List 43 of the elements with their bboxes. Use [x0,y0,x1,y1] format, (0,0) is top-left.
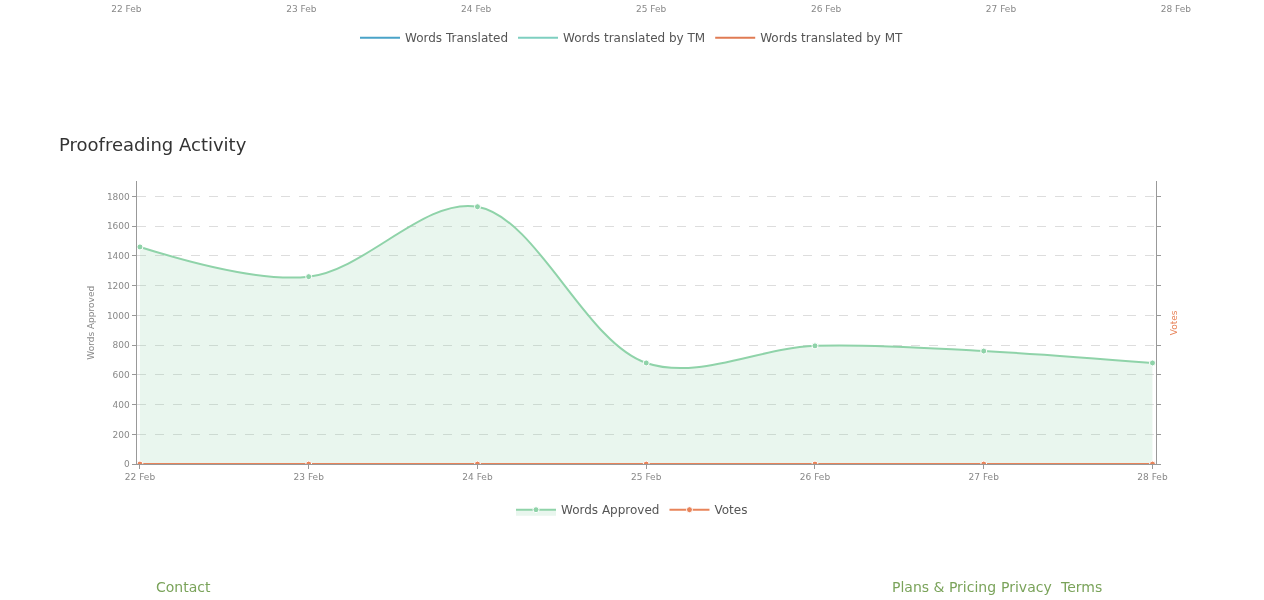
category-label: 24 Feb [461,3,492,14]
point [1148,359,1156,367]
category-label: 26 Feb [810,3,842,14]
legend-label: Words translated by MT [760,31,904,46]
y-tick-label: 1000 [106,310,131,321]
legend-label: Words translated by TM [563,31,706,46]
y-tick-label: 400 [112,399,131,410]
x-tick-label: 25 Feb [631,471,662,482]
x-tick-label: 28 Feb [1137,471,1168,482]
y-tick-label: 1400 [106,251,131,262]
text: Privacy [1001,579,1052,595]
x-tick-label: 22 Feb [124,471,156,482]
x-tick-label: 26 Feb [799,471,831,482]
legend-label: Words Approved [561,503,660,518]
x-tick-label: 27 Feb [968,471,1000,482]
point [980,347,988,355]
y-tick-label: 1600 [106,221,131,232]
text: Plans & Pricing [892,579,997,595]
x-tick-label: 24 Feb [462,471,493,482]
y-tick-label: 1800 [106,191,131,202]
y-tick-label: 800 [112,340,131,351]
text: Terms [1060,579,1103,595]
category-label: 28 Feb [1160,3,1192,14]
y-axis-title: Words Approved [86,285,97,360]
point [811,342,819,350]
point [305,273,313,281]
point [136,243,144,251]
y-tick-label: 200 [112,429,131,440]
category-label: 22 Feb [111,3,142,14]
point [642,359,650,367]
legend-label: Votes [714,503,748,518]
category-label: 25 Feb [636,3,667,14]
y-tick-label: 600 [112,370,131,381]
legend-label: Words Translated [405,31,509,46]
category-label: 23 Feb [286,3,317,14]
x-tick-label: 23 Feb [293,471,325,482]
text: Contact [156,579,211,595]
y-tick-label: 0 [124,459,131,470]
y-tick-label: 1200 [106,280,131,291]
point [473,203,481,211]
y2-axis-title: Votes [1168,310,1179,336]
chart-title: Proofreading Activity [59,134,247,155]
category-label: 27 Feb [985,3,1017,14]
